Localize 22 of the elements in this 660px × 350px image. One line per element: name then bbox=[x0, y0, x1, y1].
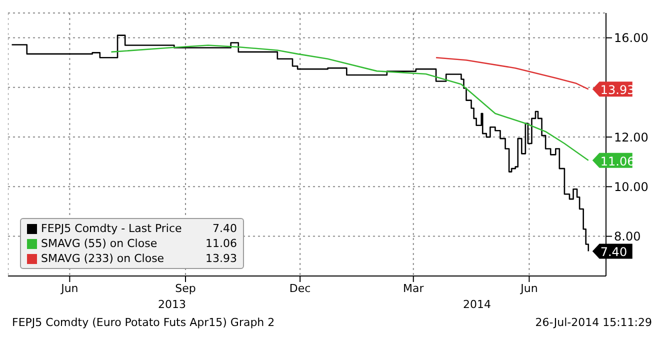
text: 13.93 bbox=[206, 252, 237, 265]
text: 2014 bbox=[463, 298, 491, 311]
legend-label: FEPJ5 Comdty - Last Price bbox=[41, 221, 183, 236]
y-tick-label: 10.00 bbox=[614, 180, 648, 194]
x-tick-label: Jun bbox=[60, 282, 78, 295]
line-series bbox=[435, 57, 590, 90]
text: 11.06 bbox=[206, 237, 237, 250]
x-tick-label: Dec bbox=[289, 282, 311, 295]
x-tick-label: Jun bbox=[520, 282, 538, 295]
text: 7.40 bbox=[212, 222, 237, 235]
legend-label: SMAVG (233) on Close bbox=[41, 251, 166, 266]
x-tick-label: Mar bbox=[403, 282, 424, 295]
text: 2013 bbox=[158, 298, 186, 311]
x-tick-label: Sep bbox=[175, 282, 196, 295]
y-tick-label: 8.00 bbox=[614, 230, 641, 244]
data-label: 7.40 bbox=[600, 245, 628, 260]
text: FEPJ5 Comdty (Euro Potato Futs Apr15) Graph 2 bbox=[12, 316, 275, 329]
text: 26-Jul-2014 15:11:29 bbox=[535, 316, 652, 329]
y-tick-label: 16.00 bbox=[614, 31, 648, 46]
y-tick-label: 12.00 bbox=[614, 130, 648, 144]
legend-label: SMAVG (55) on Close bbox=[41, 236, 158, 251]
line-series bbox=[110, 44, 590, 162]
